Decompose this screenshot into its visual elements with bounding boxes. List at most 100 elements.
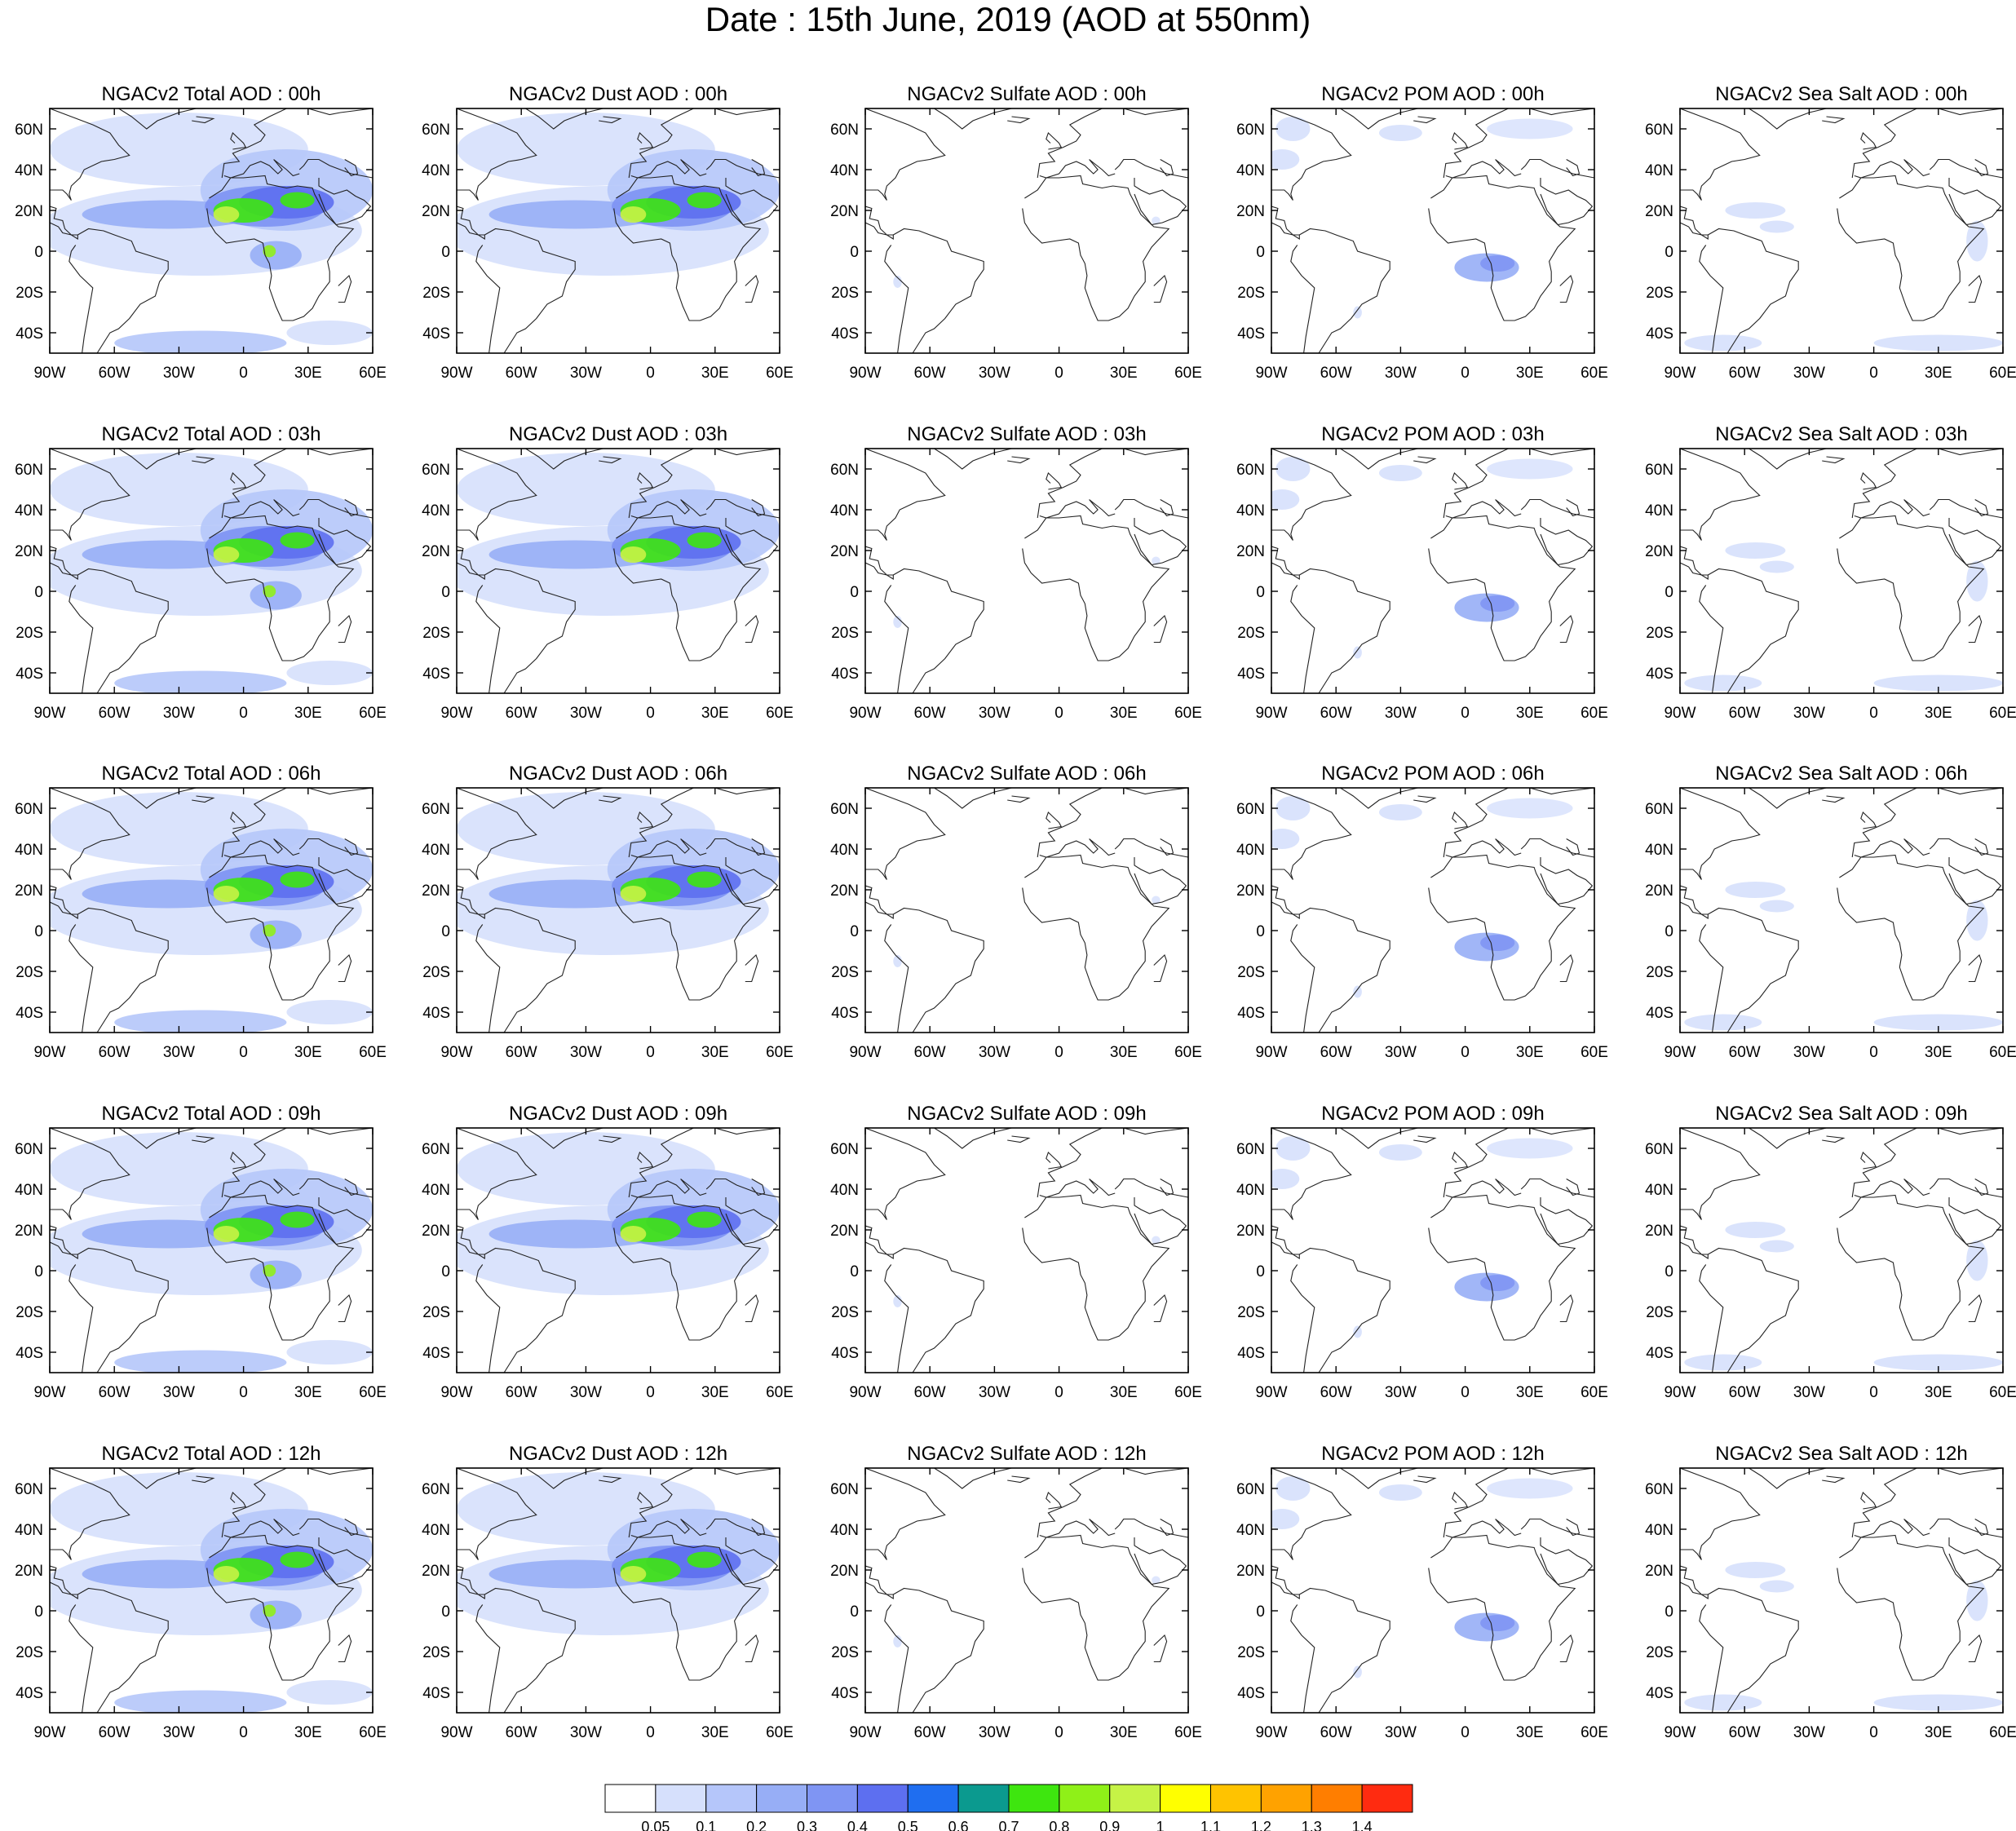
- coastline: [525, 1128, 603, 1149]
- x-tick-label: 30E: [1516, 1724, 1544, 1741]
- x-tick-label: 30E: [1110, 1724, 1138, 1741]
- map-frame: [49, 787, 374, 1033]
- x-tick-label: 30W: [570, 365, 602, 382]
- aod-contour: [893, 1295, 902, 1307]
- x-tick-label: 30E: [1925, 1384, 1952, 1401]
- map-frame: [456, 787, 780, 1033]
- map-background: [865, 788, 1188, 1033]
- x-tick-label: 30W: [979, 705, 1010, 722]
- x-tick-label: 0: [1869, 1724, 1878, 1741]
- x-tick-label: 60W: [1729, 365, 1761, 382]
- x-tick-label: 60W: [99, 1384, 130, 1401]
- y-tick-label: 40N: [830, 502, 859, 520]
- map-panel: NGACv2 Total AOD : 12h 90W 60W 30W 0 30E 60E 60…: [15, 1443, 387, 1741]
- y-tick-label: 20S: [1237, 1644, 1265, 1661]
- y-tick-label: 20N: [830, 882, 859, 900]
- x-tick-label: 60E: [766, 1384, 794, 1401]
- aod-contour: [1353, 985, 1362, 998]
- aod-contour: [687, 871, 722, 888]
- y-tick-label: 40N: [15, 502, 43, 520]
- coastline: [1974, 1179, 1989, 1196]
- coastline: [50, 449, 130, 541]
- coastline: [725, 1197, 779, 1245]
- map-frame: [864, 1127, 1189, 1373]
- aod-contour: [286, 1340, 373, 1364]
- x-tick-label: 30W: [1385, 365, 1417, 382]
- x-tick-label: 30W: [163, 1724, 195, 1741]
- x-tick-label: 90W: [440, 365, 472, 382]
- coastline: [475, 907, 576, 1033]
- x-tick-label: 30W: [1793, 1724, 1825, 1741]
- y-tick-label: 20N: [1236, 1563, 1265, 1580]
- x-tick-label: 0: [646, 1384, 655, 1401]
- coastline: [1022, 1194, 1170, 1341]
- x-tick-label: 0: [646, 1724, 655, 1741]
- coastlines: [865, 449, 1188, 693]
- x-tick-label: 60E: [766, 1044, 794, 1061]
- coastline: [751, 1519, 766, 1537]
- coastline: [1290, 1247, 1390, 1373]
- aod-contour: [893, 616, 902, 628]
- coastline: [1929, 1518, 2003, 1538]
- aod-contour: [1873, 674, 2003, 692]
- coastline: [934, 449, 1012, 470]
- x-tick-label: 60W: [1320, 1384, 1352, 1401]
- y-tick-label: 20S: [1646, 1304, 1673, 1321]
- x-tick-label: 0: [646, 365, 655, 382]
- coastline: [1851, 449, 2003, 519]
- coastline: [934, 788, 1012, 809]
- x-tick-label: 30E: [294, 705, 322, 722]
- coastline: [1114, 1518, 1188, 1538]
- aod-field: [893, 556, 1161, 628]
- y-tick-label: 40S: [831, 1005, 859, 1022]
- map-panel: NGACv2 Dust AOD : 03h 90W 60W 30W 0 30E 60E 60N…: [422, 423, 794, 722]
- coastline: [865, 546, 894, 580]
- aod-contour: [1725, 882, 1786, 898]
- x-tick-label: 90W: [440, 1384, 472, 1401]
- panel-title: NGACv2 Dust AOD : 06h: [509, 763, 727, 785]
- x-tick-label: 90W: [1664, 365, 1695, 382]
- x-tick-label: 30W: [979, 1384, 1010, 1401]
- aod-field: [50, 1132, 373, 1373]
- y-tick-label: 60N: [422, 1481, 450, 1498]
- coastline: [1160, 1519, 1174, 1537]
- coastlines: [50, 1468, 373, 1713]
- coastline: [1271, 449, 1352, 541]
- coastline: [599, 1475, 622, 1484]
- coastline: [118, 108, 197, 130]
- y-tick-label: 20N: [1645, 882, 1673, 900]
- x-tick-label: 60E: [359, 1044, 387, 1061]
- aod-contour: [1275, 1476, 1311, 1501]
- coastline: [1134, 518, 1187, 566]
- panel-title: NGACv2 Total AOD : 03h: [101, 423, 321, 445]
- aod-contour: [213, 886, 240, 902]
- y-tick-label: 60N: [1645, 1481, 1673, 1498]
- coastline: [751, 838, 766, 856]
- aod-contour: [1759, 1240, 1794, 1253]
- aod-contour: [213, 1566, 240, 1582]
- map-frame: [1679, 448, 2004, 694]
- y-tick-label: 20S: [831, 285, 859, 302]
- aod-contour: [1152, 896, 1161, 904]
- y-tick-label: 40N: [422, 502, 450, 520]
- coastline: [221, 1468, 373, 1538]
- y-tick-label: 20N: [1645, 543, 1673, 560]
- coastline: [1680, 206, 1709, 240]
- aod-contour: [1684, 334, 1762, 352]
- coastline: [1007, 456, 1031, 464]
- aod-contour: [1487, 458, 1573, 480]
- coastline: [1837, 515, 1985, 661]
- coastline: [1822, 116, 1846, 124]
- coastline: [865, 206, 894, 240]
- aod-contour: [114, 330, 287, 353]
- coastline: [1974, 499, 1989, 517]
- map-frame: [49, 448, 374, 694]
- aod-contour: [250, 1260, 302, 1289]
- panel-title: NGACv2 Total AOD : 00h: [101, 83, 321, 105]
- aod-field: [50, 792, 373, 1033]
- aod-contour: [1873, 334, 2003, 352]
- map-panel: NGACv2 Sulfate AOD : 09h 90W 60W 30W 0 30E 60E…: [830, 1103, 1202, 1401]
- map-frame: [1271, 448, 1595, 694]
- coastline: [745, 954, 759, 983]
- coastline: [1968, 615, 1983, 644]
